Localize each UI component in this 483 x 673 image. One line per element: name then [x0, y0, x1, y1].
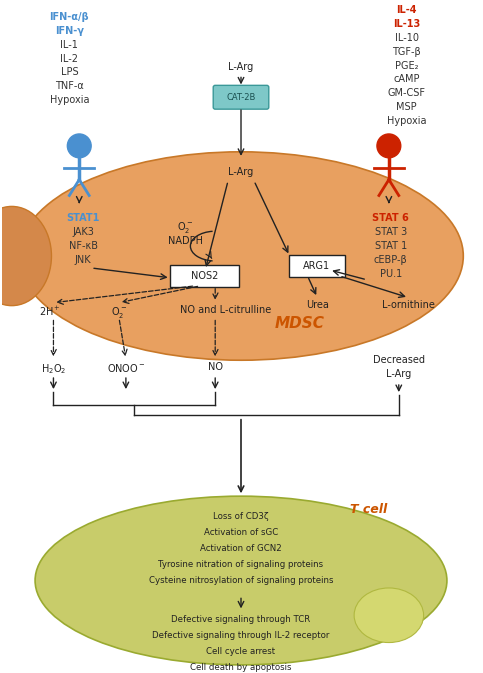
Text: Defective signaling through TCR: Defective signaling through TCR — [171, 615, 311, 625]
Text: IL-10: IL-10 — [395, 33, 419, 43]
Text: IL-13: IL-13 — [393, 19, 420, 29]
Text: L-Arg: L-Arg — [386, 369, 412, 379]
Ellipse shape — [19, 152, 463, 360]
Text: TNF-α: TNF-α — [55, 81, 84, 92]
Text: Tyrosine nitration of signaling proteins: Tyrosine nitration of signaling proteins — [158, 560, 324, 569]
Text: Hypoxia: Hypoxia — [50, 96, 89, 105]
Ellipse shape — [0, 207, 52, 306]
Text: PGE₂: PGE₂ — [395, 61, 418, 71]
Text: IFN-γ: IFN-γ — [55, 26, 84, 36]
Text: Defective signaling through IL-2 receptor: Defective signaling through IL-2 recepto… — [152, 631, 330, 640]
Text: Cell cycle arrest: Cell cycle arrest — [206, 647, 276, 656]
Text: L-Arg: L-Arg — [228, 61, 254, 71]
Text: IFN-α/β: IFN-α/β — [50, 12, 89, 22]
Text: PU.1: PU.1 — [380, 269, 402, 279]
Text: LPS: LPS — [60, 67, 78, 77]
Text: MSP: MSP — [397, 102, 417, 112]
Text: NO and L-citrulline: NO and L-citrulline — [180, 305, 271, 315]
Text: Cell death by apoptosis: Cell death by apoptosis — [190, 663, 292, 672]
Text: JAK3: JAK3 — [72, 227, 94, 238]
Text: 2H$^+$: 2H$^+$ — [39, 305, 60, 318]
Text: Activation of GCN2: Activation of GCN2 — [200, 544, 282, 553]
Text: NADPH: NADPH — [168, 236, 203, 246]
Text: NOS2: NOS2 — [191, 271, 218, 281]
Text: O$_2^-$: O$_2^-$ — [177, 220, 194, 236]
Text: GM-CSF: GM-CSF — [388, 88, 426, 98]
Text: NF-κB: NF-κB — [69, 241, 98, 251]
Text: IL-1: IL-1 — [60, 40, 78, 50]
Text: STAT1: STAT1 — [67, 213, 100, 223]
Text: MDSC: MDSC — [274, 316, 325, 330]
Text: IL-4: IL-4 — [397, 5, 417, 15]
Ellipse shape — [354, 588, 424, 643]
Ellipse shape — [35, 496, 447, 665]
Text: JNK: JNK — [75, 255, 92, 265]
Text: Cysteine nitrosylation of signaling proteins: Cysteine nitrosylation of signaling prot… — [149, 575, 333, 585]
Text: ARG1: ARG1 — [303, 261, 330, 271]
Circle shape — [67, 134, 91, 157]
Text: cEBP-β: cEBP-β — [374, 255, 408, 265]
Text: T cell: T cell — [350, 503, 388, 516]
Circle shape — [377, 134, 401, 157]
Text: CAT-2B: CAT-2B — [227, 93, 256, 102]
Text: L-Arg: L-Arg — [228, 167, 254, 177]
Text: STAT 1: STAT 1 — [375, 241, 407, 251]
Text: NO: NO — [208, 362, 223, 372]
Text: Urea: Urea — [306, 299, 329, 310]
FancyBboxPatch shape — [170, 265, 239, 287]
Text: STAT 6: STAT 6 — [372, 213, 409, 223]
Text: IL-2: IL-2 — [60, 54, 78, 63]
Text: Decreased: Decreased — [373, 355, 425, 365]
Text: Activation of sGC: Activation of sGC — [204, 528, 278, 537]
Text: STAT 3: STAT 3 — [375, 227, 407, 238]
FancyBboxPatch shape — [213, 85, 269, 109]
Text: H$_2$O$_2$: H$_2$O$_2$ — [41, 362, 66, 376]
Text: ONOO$^-$: ONOO$^-$ — [107, 362, 145, 374]
Text: TGF-β: TGF-β — [392, 46, 421, 57]
Text: L-ornithine: L-ornithine — [382, 299, 435, 310]
Text: cAMP: cAMP — [394, 75, 420, 84]
Text: Loss of CD3ζ: Loss of CD3ζ — [213, 512, 269, 521]
Text: O$_2^-$: O$_2^-$ — [111, 305, 127, 320]
FancyBboxPatch shape — [289, 255, 345, 277]
Text: Hypoxia: Hypoxia — [387, 116, 426, 126]
